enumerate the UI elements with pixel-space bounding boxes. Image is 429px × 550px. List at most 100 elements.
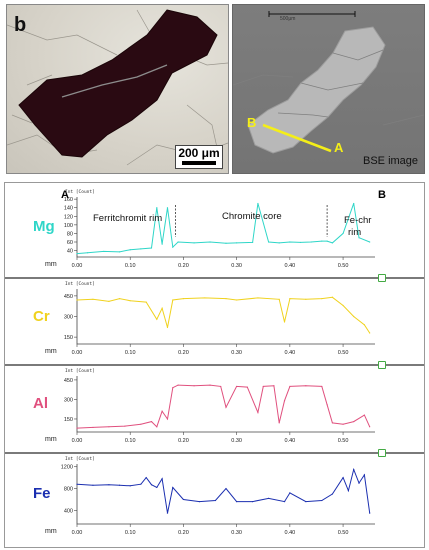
y-tick-label: 120 xyxy=(64,214,73,220)
y-tick-label: 300 xyxy=(64,315,73,321)
profile-strip-al: Al Int [Count] mm 150 300 450 0.00 0.10 0.20 0.30… xyxy=(5,366,424,457)
data-point xyxy=(257,411,259,414)
data-point xyxy=(278,298,280,300)
int-count-label: Int [Count] xyxy=(65,282,95,287)
data-point xyxy=(209,384,211,386)
data-point xyxy=(166,418,169,420)
y-tick-label: 150 xyxy=(64,335,73,341)
int-count-label: Int [Count] xyxy=(65,457,95,462)
strip-divider xyxy=(5,452,424,454)
data-point xyxy=(305,385,307,387)
data-point xyxy=(214,499,216,502)
strip-handle xyxy=(378,449,386,457)
point-b-label: B xyxy=(247,115,257,130)
data-point xyxy=(172,486,174,489)
data-point xyxy=(161,410,163,412)
data-point xyxy=(342,304,344,307)
data-point xyxy=(129,300,131,302)
annotation-fe-chr-rim-1: Fe-chr xyxy=(344,215,372,226)
profile-corner-b: B xyxy=(378,189,386,201)
data-point xyxy=(193,385,195,387)
data-point xyxy=(363,474,365,476)
data-point xyxy=(145,301,147,303)
bse-image-label: BSE image xyxy=(363,155,419,167)
data-point xyxy=(150,247,153,249)
data-point xyxy=(76,483,78,485)
data-point xyxy=(225,298,227,300)
data-point xyxy=(369,332,371,334)
data-point xyxy=(326,240,328,242)
x-tick-label: 0.40 xyxy=(284,438,295,444)
strip-divider xyxy=(5,364,424,366)
x-tick-label: 0.10 xyxy=(125,350,136,356)
data-point xyxy=(182,298,185,300)
x-tick-label: 0.30 xyxy=(231,530,242,536)
annotation-ferritchromit-rim: Ferritchromit rim xyxy=(93,213,163,224)
data-point xyxy=(369,426,371,428)
data-point xyxy=(331,296,334,298)
data-point xyxy=(278,242,280,244)
data-point xyxy=(76,427,78,429)
data-point xyxy=(108,300,110,302)
mm-label: mm xyxy=(45,261,57,268)
data-point xyxy=(92,298,94,300)
data-point xyxy=(342,423,344,425)
data-point xyxy=(283,501,286,503)
x-tick-label: 0.20 xyxy=(178,263,189,269)
x-tick-label: 0.00 xyxy=(72,350,83,356)
data-point xyxy=(342,477,344,479)
y-tick-label: 100 xyxy=(64,223,73,229)
scale-bar xyxy=(182,161,216,165)
data-point xyxy=(321,298,323,300)
chromite-grain xyxy=(18,9,218,158)
data-point xyxy=(267,241,270,243)
data-point xyxy=(262,385,264,388)
traverse-line xyxy=(262,123,332,153)
data-point xyxy=(358,237,360,239)
data-point xyxy=(204,297,206,299)
x-tick-label: 0.10 xyxy=(125,438,136,444)
data-point xyxy=(267,497,270,499)
element-label-fe: Fe xyxy=(33,485,51,502)
data-point xyxy=(172,387,174,389)
data-point xyxy=(369,241,371,243)
data-point xyxy=(108,426,110,428)
data-point xyxy=(321,499,323,502)
data-point xyxy=(156,207,158,209)
plot-axes xyxy=(76,464,375,525)
data-point xyxy=(166,512,169,514)
data-point xyxy=(353,202,355,205)
data-point xyxy=(289,241,291,243)
data-point xyxy=(118,484,121,486)
data-point xyxy=(353,420,355,423)
data-point xyxy=(198,501,200,503)
profile-panel: A B Mg Int [Count] mm 40 60 80 100 120 140 160 0.0… xyxy=(4,182,425,548)
data-point xyxy=(140,423,142,425)
bse-image: 500μm B A BSE image xyxy=(232,4,425,174)
mm-label: mm xyxy=(45,348,57,355)
data-point xyxy=(156,426,158,428)
mm-label: mm xyxy=(45,436,57,443)
x-tick-label: 0.00 xyxy=(72,263,83,269)
mm-label: mm xyxy=(45,528,57,535)
data-point xyxy=(209,241,211,243)
data-point xyxy=(129,485,131,487)
data-point xyxy=(118,251,121,253)
data-point xyxy=(76,299,78,301)
data-point xyxy=(347,490,349,492)
profile-strip-cr: Cr Int [Count] mm 150 300 450 0.00 0.10 0.20 0.30… xyxy=(5,279,424,369)
x-tick-label: 0.40 xyxy=(284,530,295,536)
y-tick-label: 140 xyxy=(64,206,73,212)
bse-grain xyxy=(247,26,386,154)
data-point xyxy=(220,385,222,388)
data-point xyxy=(305,501,307,503)
data-point xyxy=(118,298,121,300)
x-tick-label: 0.10 xyxy=(125,530,136,536)
strip-handle xyxy=(378,361,386,369)
annotation-fe-chr-rim-2: rim xyxy=(348,227,362,238)
data-point xyxy=(172,246,174,248)
x-tick-label: 0.10 xyxy=(125,263,136,269)
data-point xyxy=(182,498,185,501)
series-line-fe xyxy=(76,467,371,514)
grain-fracture xyxy=(61,64,168,98)
